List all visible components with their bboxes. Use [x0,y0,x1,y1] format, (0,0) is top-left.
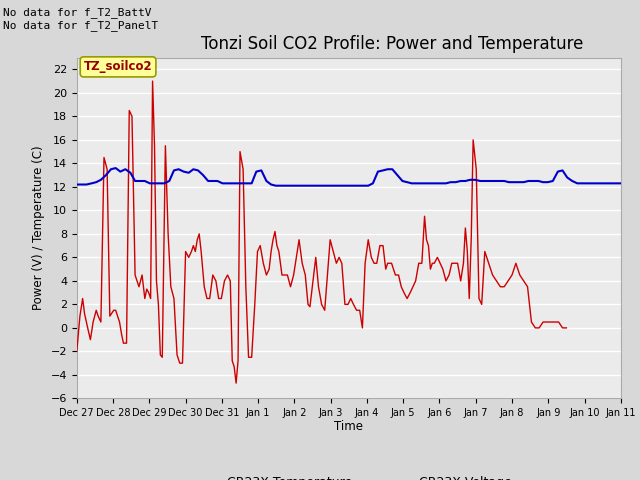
X-axis label: Time: Time [334,420,364,432]
Text: No data for f_T2_BattV
No data for f_T2_PanelT: No data for f_T2_BattV No data for f_T2_… [3,7,159,31]
Y-axis label: Power (V) / Temperature (C): Power (V) / Temperature (C) [32,146,45,310]
Legend: CR23X Temperature, CR23X Voltage: CR23X Temperature, CR23X Voltage [181,471,516,480]
Title: Tonzi Soil CO2 Profile: Power and Temperature: Tonzi Soil CO2 Profile: Power and Temper… [201,35,584,53]
Text: TZ_soilco2: TZ_soilco2 [84,60,152,73]
